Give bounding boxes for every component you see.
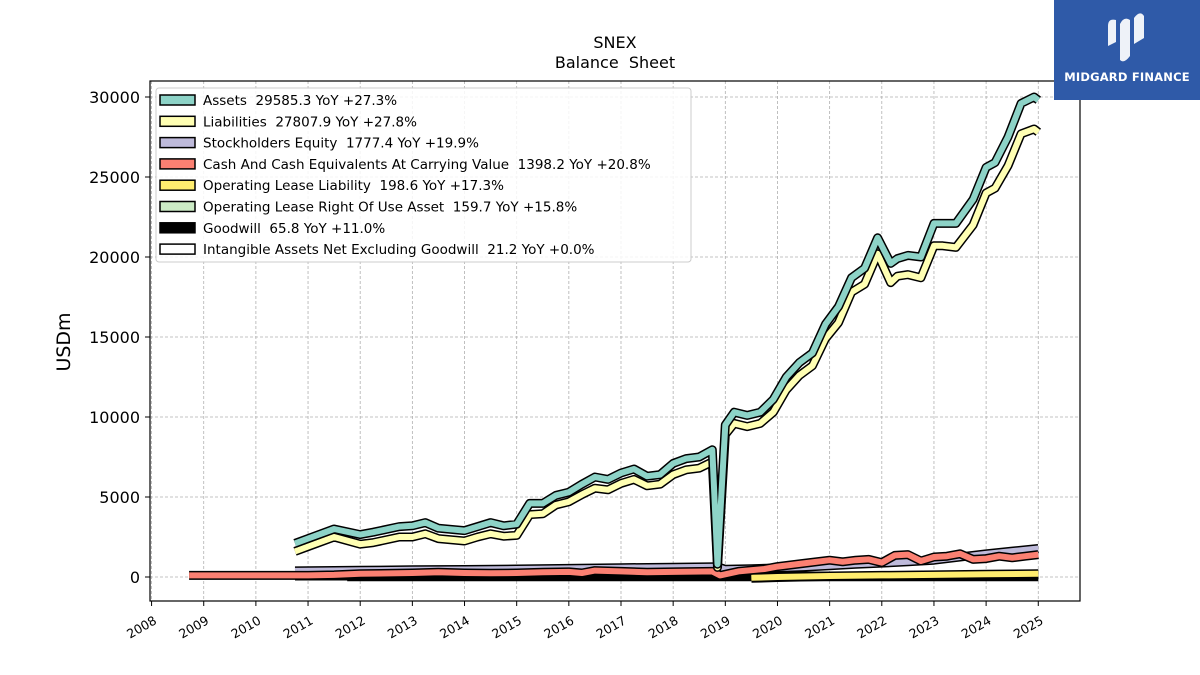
legend-swatch (159, 179, 196, 191)
y-tick-label: 5000 (99, 488, 140, 507)
legend-entry: Liabilities 27807.9 YoY +27.8% (203, 114, 417, 130)
chart-title: SNEX (593, 33, 636, 52)
x-tick-label: 2013 (385, 613, 420, 642)
plot-frame (149, 80, 1081, 602)
y-axis-label: USDm (53, 312, 75, 371)
operating-lease-liability-line (751, 570, 1039, 581)
legend-entry: Stockholders Equity 1777.4 YoY +19.9% (203, 136, 479, 152)
y-tick-label: 15000 (89, 328, 140, 347)
midgard-logo-icon (1108, 13, 1144, 62)
legend-swatch (159, 222, 196, 234)
y-tick-label: 10000 (89, 408, 140, 427)
assets-line (293, 94, 1041, 568)
legend-swatch (159, 200, 196, 213)
legend-swatch (159, 115, 196, 128)
x-tick-label: 2020 (750, 613, 785, 642)
logo-text: MIDGARD FINANCE (1064, 70, 1190, 84)
x-tick-label: 2010 (228, 613, 263, 642)
legend-entry: Cash And Cash Equivalents At Carrying Va… (203, 157, 651, 173)
series-lines (189, 92, 1042, 583)
x-tick-label: 2023 (906, 613, 941, 642)
legend-entry: Assets 29585.3 YoY +27.3% (203, 93, 397, 109)
x-tick-label: 2008 (124, 613, 159, 642)
legend-swatch (159, 94, 196, 106)
legend: Assets 29585.3 YoY +27.3% Liabilities 278… (155, 87, 692, 263)
x-tick-label: 2018 (646, 613, 681, 642)
y-tick-label: 20000 (89, 248, 140, 267)
legend-swatch (159, 158, 196, 170)
chart-subtitle: Balance Sheet (555, 53, 675, 72)
x-tick-label: 2024 (959, 613, 994, 642)
legend-swatch (159, 243, 196, 255)
legend-entry: Intangible Assets Net Excluding Goodwill… (203, 242, 595, 258)
x-tick-label: 2011 (280, 613, 315, 642)
x-tick-label: 2015 (489, 613, 524, 642)
x-tick-label: 2021 (802, 613, 837, 642)
legend-entry: Operating Lease Liability 198.6 YoY +17.… (203, 178, 504, 194)
legend-entry: Operating Lease Right Of Use Asset 159.7… (203, 200, 577, 216)
midgard-finance-logo: MIDGARD FINANCE (1054, 0, 1200, 100)
x-tick-label: 2016 (541, 613, 576, 642)
y-tick-label: 30000 (89, 88, 140, 107)
legend-box (155, 87, 692, 263)
x-tick-label: 2012 (333, 613, 368, 642)
x-tick-label: 2022 (854, 613, 889, 642)
x-tick-label: 2017 (593, 613, 628, 642)
x-tick-label: 2009 (176, 613, 211, 642)
x-tick-label: 2014 (437, 613, 472, 642)
cash-and-cash-equivalents-at-carrying-value-line (189, 550, 1039, 579)
legend-entry: Goodwill 65.8 YoY +11.0% (203, 221, 385, 237)
legend-swatch (159, 136, 196, 149)
x-tick-label: 2025 (1011, 613, 1046, 642)
x-tick-label: 2019 (698, 613, 733, 642)
y-tick-label: 25000 (89, 168, 140, 187)
y-tick-label: 0 (130, 568, 140, 587)
